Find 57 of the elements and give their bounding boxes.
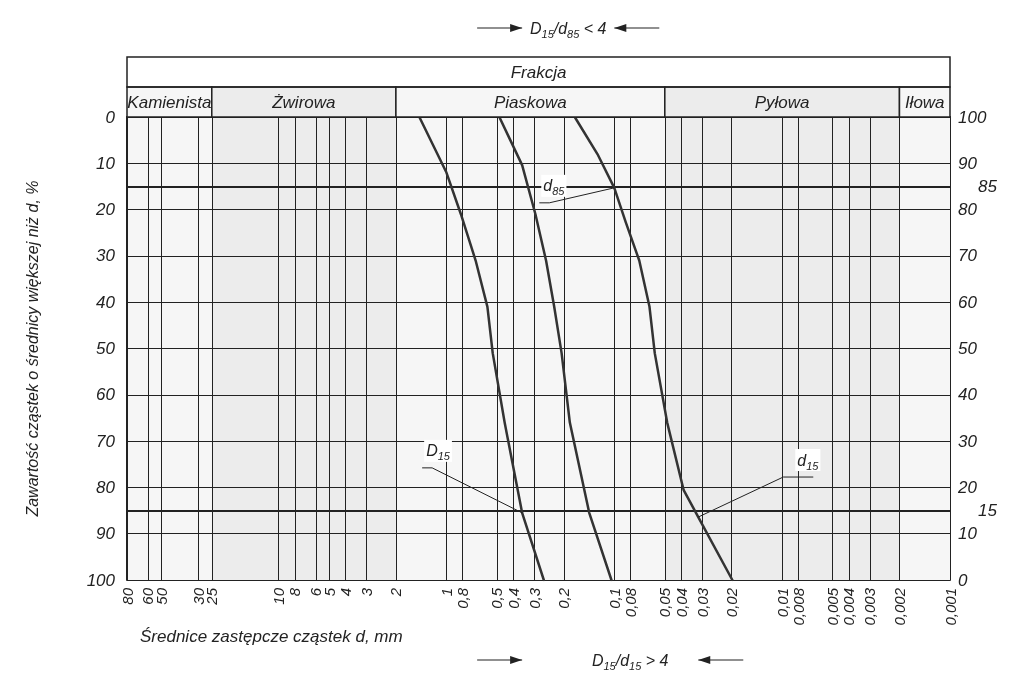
- y2-tick-label: 90: [958, 153, 978, 173]
- x-tick-label: 4: [336, 588, 354, 597]
- x-tick-label: 0,003: [861, 587, 879, 626]
- band-label: Piaskowa: [493, 92, 567, 112]
- x-tick-label: 0,001: [941, 588, 959, 626]
- x-tick-label: 0,008: [789, 587, 807, 626]
- y2-tick-label: 0: [958, 570, 968, 590]
- y-tick-label: 100: [86, 570, 116, 590]
- x-tick-label: 8: [286, 587, 304, 597]
- y2-tick-label: 40: [958, 385, 978, 405]
- x-axis-title: Średnice zastępcze cząstek d, mm: [140, 626, 403, 646]
- x-tick-label: 0,01: [773, 588, 791, 618]
- x-tick-label: 0,3: [525, 587, 543, 609]
- x-tick-label: 1: [437, 588, 455, 597]
- y2-tick-label: 30: [958, 431, 978, 451]
- x-tick-label: 0,03: [693, 587, 711, 618]
- y-tick-label: 30: [96, 246, 116, 266]
- y-tick-label: 20: [95, 200, 116, 220]
- ref-line-label: 85: [978, 176, 998, 196]
- x-tick-label: 0,02: [723, 587, 741, 618]
- x-tick-label: 10: [270, 587, 288, 605]
- x-tick-label: 0,1: [605, 588, 623, 609]
- chart-title: Frakcja: [510, 62, 567, 82]
- y-tick-label: 80: [96, 477, 116, 497]
- x-tick-label: 2: [387, 587, 405, 598]
- x-tick-label: 0,4: [504, 588, 522, 609]
- x-tick-label: 0,002: [890, 587, 908, 626]
- x-tick-label: 0,08: [622, 587, 640, 618]
- y2-tick-label: 10: [958, 524, 978, 544]
- y-tick-label: 70: [96, 431, 116, 451]
- y2-tick-label: 100: [958, 107, 987, 127]
- band-label: Iłowa: [904, 92, 945, 112]
- y2-tick-label: 50: [958, 339, 978, 358]
- band-label: Kamienista: [127, 92, 212, 112]
- y2-tick-label: 20: [957, 477, 978, 497]
- y-tick-label: 10: [96, 153, 116, 173]
- ref-line-label: 15: [978, 501, 998, 521]
- x-tick-label: 0,5: [488, 587, 506, 609]
- x-tick-label: 0,005: [824, 587, 842, 626]
- x-tick-label: 0,004: [840, 588, 858, 626]
- x-tick-label: 0,04: [672, 588, 690, 618]
- x-tick-label: 0,8: [454, 587, 472, 609]
- y-tick-label: 50: [96, 339, 116, 358]
- band-label: Żwirowa: [271, 92, 336, 112]
- y2-tick-label: 70: [958, 246, 978, 266]
- y2-tick-label: 60: [958, 292, 978, 312]
- x-tick-label: 0,2: [555, 587, 573, 609]
- y-axis-title: Zawartość cząstek o średnicy większej niż d, %: [23, 180, 41, 518]
- x-tick-label: 80: [118, 587, 136, 605]
- y2-tick-label: 80: [958, 200, 978, 220]
- y-tick-label: 0: [105, 107, 116, 127]
- x-tick-label: 3: [357, 587, 375, 597]
- x-tick-label: 0,05: [656, 587, 674, 618]
- y-tick-label: 60: [96, 385, 116, 405]
- band-label: Pyłowa: [754, 92, 810, 112]
- y-tick-label: 90: [96, 524, 116, 544]
- y-tick-label: 40: [96, 292, 116, 312]
